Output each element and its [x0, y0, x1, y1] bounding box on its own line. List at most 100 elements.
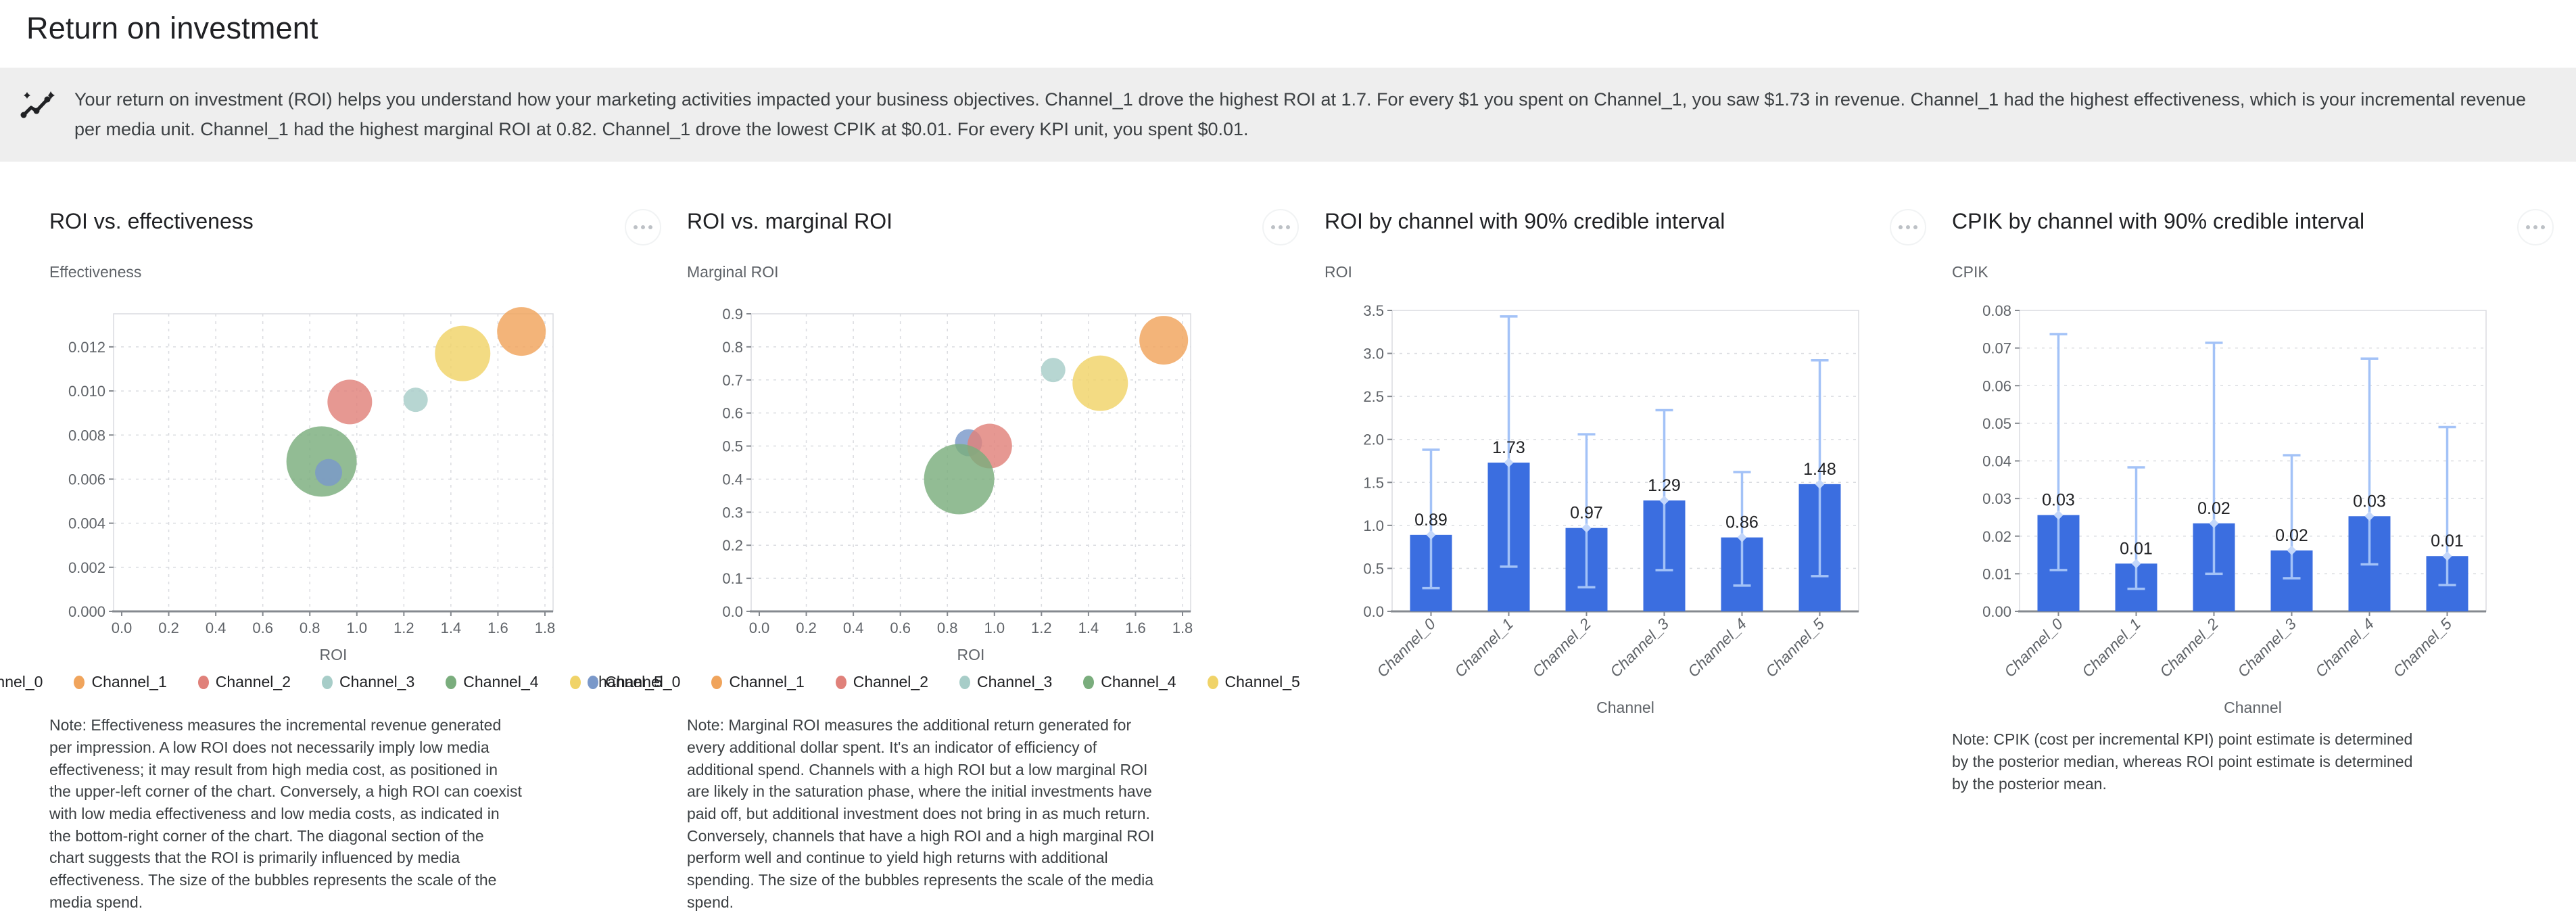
more-options-button[interactable]	[1262, 209, 1299, 246]
svg-text:0.7: 0.7	[722, 372, 743, 389]
point-estimate-marker	[2287, 546, 2297, 556]
legend-item: Channel_1	[74, 673, 167, 691]
y-axis-label: CPIK	[1952, 263, 1988, 281]
svg-text:2.0: 2.0	[1363, 431, 1384, 448]
cpik-by-channel-svg: 0.00 0.01 0.02 0.03 0.04 0.05 0.06 0.07 0.08 0.03…	[1982, 302, 2487, 716]
svg-text:1.0: 1.0	[984, 619, 1005, 636]
bar-value-label: 0.01	[2120, 540, 2153, 559]
bubble-Channel_0	[315, 459, 343, 487]
chart-cpik-by-channel: CPIK by channel with 90% credible interv…	[1952, 209, 2554, 913]
chart-title: ROI vs. effectiveness	[49, 209, 254, 234]
svg-text:0.00: 0.00	[1982, 603, 2011, 620]
bar-value-label: 1.73	[1492, 439, 1525, 458]
svg-text:0.0: 0.0	[1363, 603, 1384, 620]
bubble-Channel_4	[924, 444, 995, 515]
legend-item: Channel_4	[446, 673, 539, 691]
svg-text:1.4: 1.4	[1078, 619, 1099, 636]
roi-effectiveness-plot: 0.0 0.2 0.4 0.6 0.8 1.0 1.2 1.4 1.6 1.8 0.000 0.002…	[49, 287, 661, 669]
bar-value-label: 0.03	[2353, 492, 2386, 511]
svg-text:1.6: 1.6	[1125, 619, 1146, 636]
x-tick-label: Channel_2	[2156, 615, 2222, 680]
svg-text:0.4: 0.4	[722, 471, 743, 488]
y-axis-label: Marginal ROI	[687, 263, 779, 281]
more-options-button[interactable]	[625, 209, 661, 246]
legend-label: Channel_0	[0, 673, 43, 691]
legend-label: Channel_3	[977, 673, 1053, 691]
svg-text:2.5: 2.5	[1363, 389, 1384, 406]
bar-value-label: 0.89	[1414, 511, 1448, 530]
chart-roi-vs-marginal-roi: ROI vs. marginal ROI Marginal ROI 0.0 0.2…	[588, 209, 1300, 913]
point-estimate-marker	[1737, 533, 1747, 543]
point-estimate-marker	[2053, 511, 2064, 521]
svg-text:0.1: 0.1	[722, 571, 743, 588]
x-tick-label: Channel_3	[2234, 615, 2299, 680]
legend-item: Channel_3	[322, 673, 414, 691]
svg-text:0.8: 0.8	[937, 619, 958, 636]
point-estimate-marker	[2209, 519, 2219, 529]
bubble-Channel_1	[1139, 316, 1189, 365]
legend-dot	[1083, 675, 1095, 689]
chart-roi-by-channel: ROI by channel with 90% credible interva…	[1325, 209, 1926, 913]
svg-text:0.004: 0.004	[68, 515, 105, 532]
svg-text:0.03: 0.03	[1982, 491, 2011, 508]
legend-dot	[569, 675, 581, 689]
svg-text:0.08: 0.08	[1982, 302, 2011, 319]
svg-text:1.4: 1.4	[441, 619, 462, 636]
legend-dot	[197, 675, 209, 689]
svg-text:ROI: ROI	[320, 646, 348, 663]
svg-text:0.002: 0.002	[68, 559, 105, 576]
page-title: Return on investment	[26, 11, 318, 45]
x-tick-label: Channel_0	[1373, 615, 1439, 680]
chart-title: ROI vs. marginal ROI	[687, 209, 893, 234]
roi-marginal-roi-plot: 0.0 0.2 0.4 0.6 0.8 1.0 1.2 1.4 1.6 1.8 0.0 0.1 0.2 0…	[687, 287, 1299, 669]
chart-header: ROI vs. marginal ROI	[687, 209, 1299, 246]
legend-item: Channel_5	[569, 673, 663, 691]
chart-title: ROI by channel with 90% credible interva…	[1325, 209, 1725, 234]
svg-text:0.006: 0.006	[68, 471, 105, 488]
svg-text:1.8: 1.8	[535, 619, 556, 636]
svg-text:1.5: 1.5	[1363, 475, 1384, 492]
bubble-Channel_3	[1041, 358, 1066, 383]
more-options-button[interactable]	[1890, 209, 1926, 246]
legend-dot	[711, 675, 723, 689]
svg-text:0.5: 0.5	[722, 438, 743, 455]
insight-banner: Your return on investment (ROI) helps yo…	[0, 68, 2576, 162]
svg-text:0.4: 0.4	[206, 619, 226, 636]
page: Return on investment Your return on inve…	[0, 11, 2576, 913]
svg-text:0.8: 0.8	[300, 619, 320, 636]
bubble-Channel_1	[497, 307, 546, 356]
legend-item: Channel_3	[959, 673, 1052, 691]
svg-text:1.2: 1.2	[1031, 619, 1052, 636]
svg-text:0.2: 0.2	[722, 538, 743, 555]
svg-text:Channel: Channel	[1596, 699, 1654, 716]
legend-item: Channel_4	[1083, 673, 1176, 691]
chart-note: Note: CPIK (cost per incremental KPI) po…	[1952, 730, 2413, 793]
bar-value-label: 0.86	[1725, 513, 1759, 532]
legend-dot	[835, 675, 846, 689]
more-options-button[interactable]	[2517, 209, 2554, 246]
point-estimate-marker	[1426, 530, 1436, 540]
bar-value-label: 1.29	[1648, 476, 1681, 495]
chart-header: CPIK by channel with 90% credible interv…	[1952, 209, 2554, 246]
svg-text:1.6: 1.6	[487, 619, 508, 636]
bubble-Channel_5	[435, 326, 491, 382]
legend-item: Channel_2	[197, 673, 291, 691]
bar-value-label: 0.02	[2197, 499, 2231, 518]
legend-dot	[74, 675, 85, 689]
svg-text:0.010: 0.010	[68, 383, 105, 400]
y-axis-label: Effectiveness	[49, 263, 142, 281]
legend-dot	[588, 675, 599, 689]
svg-text:3.0: 3.0	[1363, 346, 1384, 362]
legend-label: Channel_1	[91, 673, 167, 691]
svg-text:0.9: 0.9	[722, 306, 743, 323]
x-tick-label: Channel_5	[2389, 615, 2455, 680]
svg-text:0.2: 0.2	[796, 619, 817, 636]
svg-text:0.8: 0.8	[722, 339, 743, 356]
x-tick-label: Channel_3	[1606, 615, 1672, 680]
cpik-by-channel-plot: 0.00 0.01 0.02 0.03 0.04 0.05 0.06 0.07 0.08 0.03…	[1952, 287, 2554, 723]
svg-text:1.8: 1.8	[1172, 619, 1193, 636]
svg-text:0.07: 0.07	[1982, 340, 2011, 357]
legend-label: Channel_5	[1224, 673, 1300, 691]
bubble-Channel_5	[1072, 356, 1128, 412]
roi-vs-marginal-roi-svg: 0.0 0.2 0.4 0.6 0.8 1.0 1.2 1.4 1.6 1.8 0.0 0.1 0.2 0…	[722, 306, 1193, 663]
